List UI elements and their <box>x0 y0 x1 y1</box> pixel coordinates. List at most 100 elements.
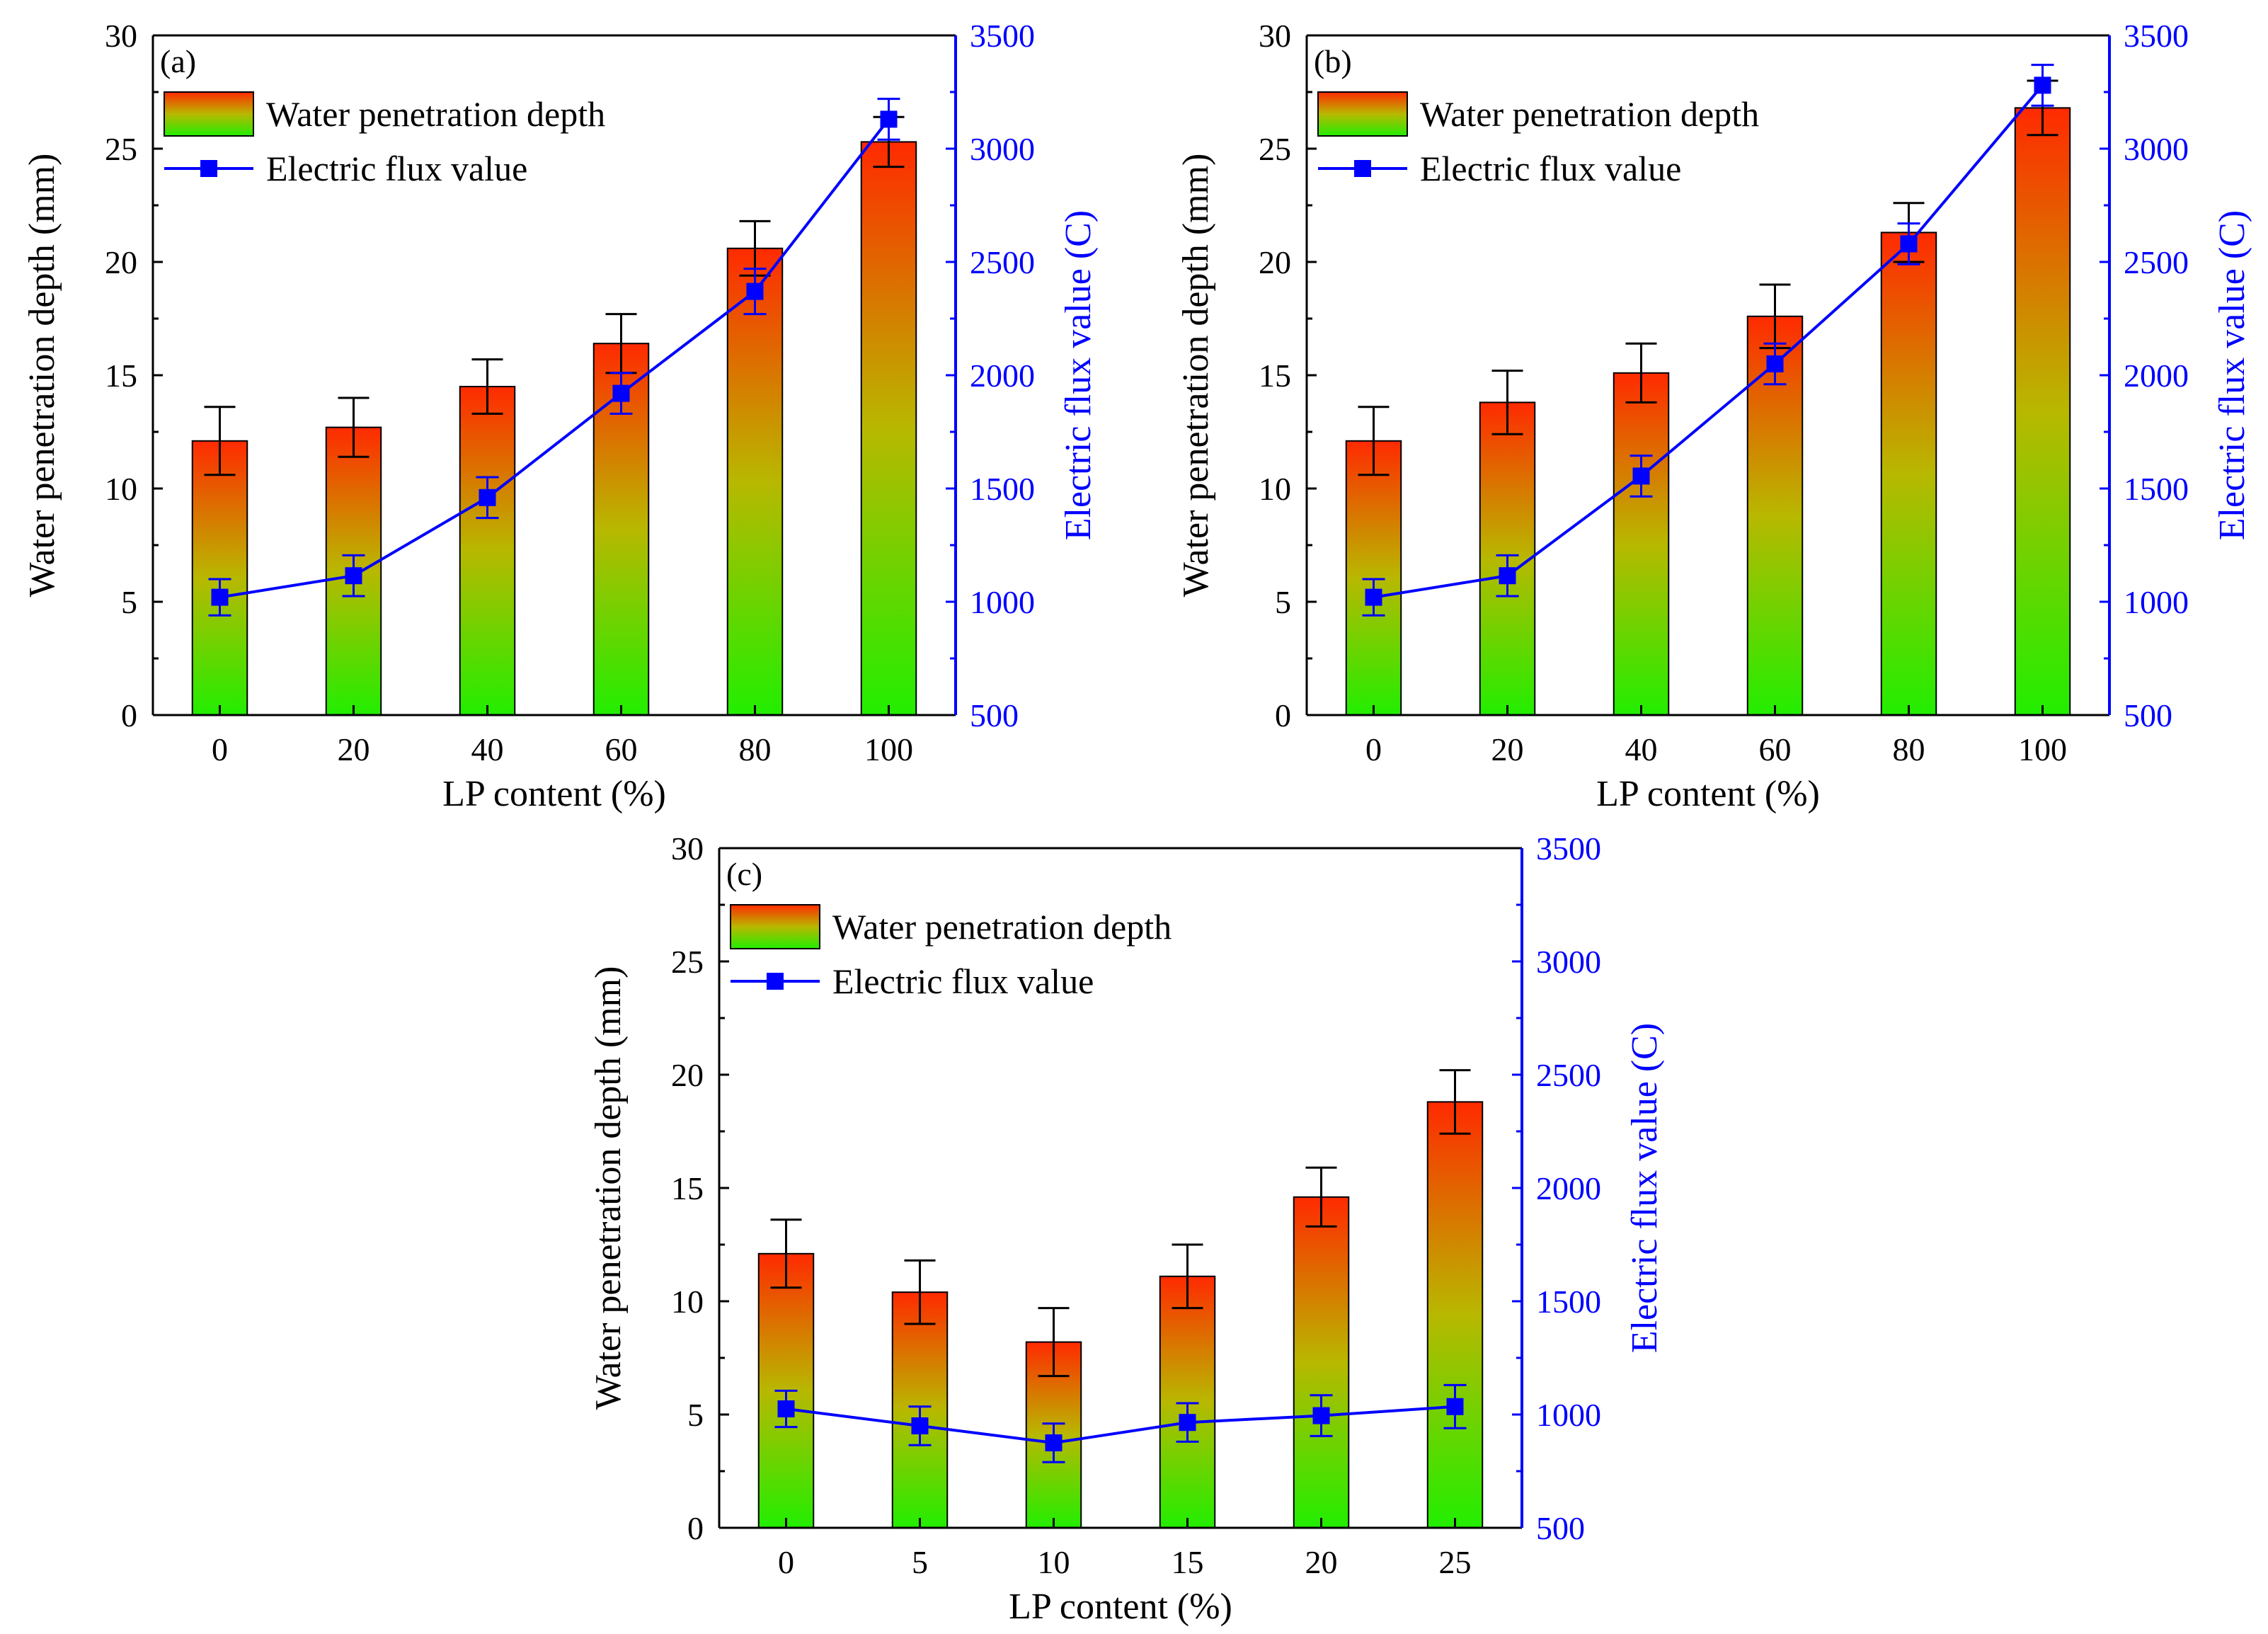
flux-point-25 <box>1446 1398 1464 1415</box>
y2-tick-label: 3000 <box>2124 131 2189 167</box>
y-tick-label: 25 <box>671 944 704 980</box>
x-tick-label: 60 <box>1759 731 1792 767</box>
x-tick-label: 5 <box>912 1544 928 1580</box>
panel-label: (c) <box>726 856 762 892</box>
y2-tick-label: 1500 <box>1536 1284 1601 1320</box>
flux-point-100 <box>2034 76 2051 94</box>
y-tick-label: 30 <box>671 830 704 867</box>
x-tick-label: 0 <box>778 1544 794 1580</box>
bar-water-penetration-40 <box>1613 372 1670 716</box>
y2-tick-label: 1000 <box>970 584 1035 620</box>
chart-panel-1: 0 5 10 15 20 25 30 500 1000 1500 2000 2500 3000 3500 0… <box>22 18 1099 814</box>
x-tick-label: 0 <box>1365 731 1382 767</box>
y-tick-label: 20 <box>671 1057 704 1093</box>
bar-water-penetration-0 <box>1345 440 1402 716</box>
x-tick-label: 40 <box>471 731 504 767</box>
y2-tick-label: 1000 <box>1536 1397 1601 1433</box>
legend-label-water: Water penetration depth <box>1420 94 1759 134</box>
flux-point-15 <box>1179 1414 1196 1432</box>
y2-tick-label: 3000 <box>970 131 1035 167</box>
flux-point-40 <box>1632 467 1650 485</box>
panel-label: (a) <box>160 43 196 79</box>
x-tick-label: 20 <box>338 731 370 767</box>
y2-tick-label: 500 <box>2124 697 2172 733</box>
y-tick-label: 0 <box>121 697 137 733</box>
y-axis-title-left: Water penetration depth (mm) <box>22 154 62 598</box>
y2-tick-label: 1500 <box>2124 471 2189 507</box>
legend-marker-swatch <box>200 160 217 177</box>
y2-tick-label: 2500 <box>2124 244 2189 280</box>
y-tick-label: 5 <box>687 1397 704 1433</box>
x-tick-label: 25 <box>1439 1544 1472 1580</box>
x-tick-label: 20 <box>1305 1544 1338 1580</box>
flux-point-80 <box>746 282 764 300</box>
y2-tick-label: 2000 <box>970 358 1035 394</box>
flux-point-20 <box>1499 567 1516 585</box>
y-tick-label: 0 <box>1275 697 1291 733</box>
legend-bar-swatch <box>164 91 254 137</box>
bar-water-penetration-20 <box>1293 1196 1350 1529</box>
y-axis-title-left: Water penetration depth (mm) <box>1176 154 1216 598</box>
bar-water-penetration-80 <box>726 247 784 716</box>
flux-point-100 <box>880 110 898 128</box>
y2-tick-label: 500 <box>970 697 1019 733</box>
y-tick-label: 30 <box>1259 18 1291 54</box>
x-tick-label: 10 <box>1038 1544 1070 1580</box>
flux-point-60 <box>612 384 630 402</box>
y-tick-label: 25 <box>1259 131 1291 167</box>
legend-label-flux: Electric flux value <box>832 961 1094 1001</box>
chart-panel-2: 0 5 10 15 20 25 30 500 1000 1500 2000 2500 3000 3500 0… <box>1176 18 2252 814</box>
y-tick-label: 20 <box>1259 244 1291 280</box>
bar-water-penetration-80 <box>1880 232 1937 716</box>
bar-water-penetration-40 <box>459 386 516 716</box>
electric-flux-line <box>1373 84 2044 599</box>
y2-tick-label: 1000 <box>2124 584 2189 620</box>
y-tick-label: 5 <box>121 584 137 620</box>
legend-label-flux: Electric flux value <box>1420 149 1681 188</box>
bar-water-penetration-25 <box>1426 1101 1484 1529</box>
flux-point-10 <box>1045 1434 1063 1451</box>
flux-point-40 <box>479 489 496 506</box>
legend: Water penetration depth Electric flux val… <box>730 904 1172 1001</box>
y2-tick-label: 3500 <box>1536 830 1601 867</box>
bar-water-penetration-15 <box>1159 1275 1216 1529</box>
y2-tick-label: 3500 <box>2124 18 2189 54</box>
y-axis-title-right: Electric flux value (C) <box>1625 1023 1665 1353</box>
y2-tick-label: 2500 <box>1536 1057 1601 1093</box>
chart-panel-3: 0 5 10 15 20 25 30 500 1000 1500 2000 2500 3000 3500 0… <box>588 830 1665 1627</box>
flux-point-60 <box>1766 355 1784 372</box>
y-tick-label: 20 <box>105 244 137 280</box>
x-axis-title: LP content (%) <box>1009 1587 1232 1627</box>
flux-point-20 <box>1312 1407 1330 1424</box>
legend-marker-swatch <box>767 973 784 990</box>
x-axis-title: LP content (%) <box>1596 774 1820 814</box>
x-tick-label: 100 <box>2018 731 2067 767</box>
y2-tick-label: 2000 <box>1536 1170 1601 1206</box>
legend-label-flux: Electric flux value <box>266 149 527 188</box>
y-tick-label: 30 <box>105 18 137 54</box>
y-tick-label: 15 <box>1259 358 1291 394</box>
y-tick-label: 10 <box>671 1284 704 1320</box>
flux-point-0 <box>777 1400 795 1417</box>
y-axis-title-left: Water penetration depth (mm) <box>588 966 629 1410</box>
electric-flux-line <box>219 118 890 599</box>
flux-point-20 <box>345 567 362 585</box>
y2-tick-label: 2000 <box>2124 358 2189 394</box>
flux-point-80 <box>1900 235 1918 253</box>
y2-tick-label: 3500 <box>970 18 1035 54</box>
x-tick-label: 100 <box>864 731 913 767</box>
x-tick-label: 60 <box>605 731 638 767</box>
legend-marker-swatch <box>1354 160 1371 177</box>
x-tick-label: 40 <box>1625 731 1658 767</box>
y-tick-label: 15 <box>671 1170 704 1206</box>
legend-bar-swatch <box>1317 91 1408 137</box>
bar-water-penetration-100 <box>2014 107 2071 716</box>
y-tick-label: 10 <box>105 471 137 507</box>
flux-point-0 <box>1365 588 1382 606</box>
legend-label-water: Water penetration depth <box>266 94 605 134</box>
legend: Water penetration depth Electric flux val… <box>1317 91 1759 188</box>
y-axis-title-right: Electric flux value (C) <box>1058 210 1099 540</box>
legend-label-water: Water penetration depth <box>832 907 1172 947</box>
legend-bar-swatch <box>730 904 820 949</box>
